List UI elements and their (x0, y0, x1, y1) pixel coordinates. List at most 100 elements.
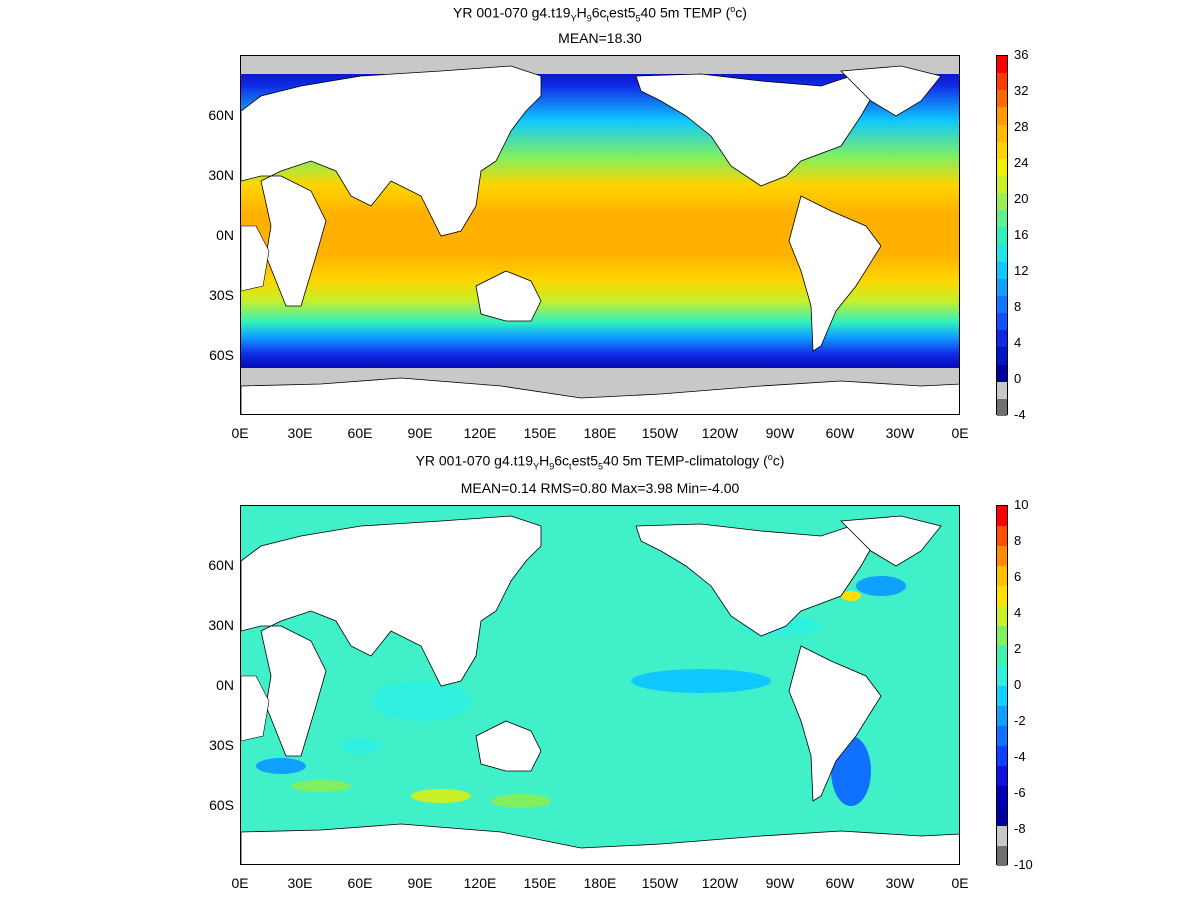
top-colorbar-segment (997, 56, 1007, 74)
bottom-colorbar-segment (997, 646, 1007, 666)
bottom-colorbar-segment (997, 786, 1007, 806)
bottom-lon-label: 30W (885, 875, 915, 891)
bottom-colorbar-segment (997, 606, 1007, 626)
top-lon-label: 90W (765, 425, 795, 441)
top-colorbar-segment (997, 381, 1007, 399)
top-colorbar (996, 55, 1008, 416)
bottom-colorbar-tick-label: 8 (1014, 533, 1022, 548)
top-lon-label: 60E (347, 425, 373, 441)
top-colorbar-segment (997, 175, 1007, 194)
bottom-lat-label: 30N (208, 617, 234, 633)
top-lat-label: 60N (208, 107, 234, 123)
top-colorbar-tick-label: 32 (1014, 83, 1029, 98)
bottom-colorbar-tick-label: 4 (1014, 605, 1022, 620)
top-colorbar-segment (997, 295, 1007, 314)
top-colorbar-segment (997, 158, 1007, 176)
bottom-colorbar-segment (997, 546, 1007, 566)
bottom-lon-label: 180E (583, 875, 617, 891)
top-colorbar-segment (997, 124, 1007, 142)
bottom-colorbar-segment (997, 586, 1007, 606)
top-map-subtitle: MEAN=18.30 (558, 30, 642, 46)
bottom-lat-label: 30S (209, 737, 234, 753)
bottom-colorbar-tick-label: -10 (1014, 857, 1033, 872)
top-colorbar-segment (997, 398, 1007, 416)
bottom-colorbar-segment (997, 846, 1007, 866)
bottom-colorbar-segment (997, 746, 1007, 766)
bottom-lon-label: 150W (641, 875, 679, 891)
bottom-colorbar-segment (997, 506, 1007, 526)
top-lon-label: 30W (885, 425, 915, 441)
bottom-colorbar-tick-label: -8 (1014, 821, 1026, 836)
bottom-lon-label: 90E (407, 875, 433, 891)
bottom-map-subtitle: MEAN=0.14 RMS=0.80 Max=3.98 Min=-4.00 (460, 480, 740, 496)
bottom-colorbar-segment (997, 706, 1007, 726)
bottom-lon-label: 120W (701, 875, 739, 891)
bottom-lon-label: 60E (347, 875, 373, 891)
top-colorbar-tick-label: 12 (1014, 263, 1029, 278)
top-colorbar-tick-label: -4 (1014, 407, 1026, 422)
bottom-colorbar-tick-label: -6 (1014, 785, 1026, 800)
bottom-lat-label: 0N (216, 677, 234, 693)
top-colorbar-tick-label: 0 (1014, 371, 1022, 386)
top-colorbar-segment (997, 364, 1007, 382)
top-colorbar-tick-label: 24 (1014, 155, 1029, 170)
bottom-colorbar-tick-label: 6 (1014, 569, 1022, 584)
bottom-lon-label: 60W (825, 875, 855, 891)
bottom-colorbar-tick-label: -4 (1014, 749, 1026, 764)
top-colorbar-segment (997, 261, 1007, 279)
top-lat-label: 0N (216, 227, 234, 243)
top-lat-label: 30N (208, 167, 234, 183)
top-lon-label: 60W (825, 425, 855, 441)
bottom-colorbar-tick-label: -2 (1014, 713, 1026, 728)
top-lon-label: 120W (701, 425, 739, 441)
top-colorbar-segment (997, 90, 1007, 108)
bottom-lon-label: 150E (523, 875, 557, 891)
top-colorbar-segment (997, 278, 1007, 296)
top-colorbar-segment (997, 347, 1007, 365)
top-colorbar-segment (997, 244, 1007, 262)
top-colorbar-tick-label: 20 (1014, 191, 1029, 206)
top-colorbar-tick-label: 4 (1014, 335, 1022, 350)
top-colorbar-segment (997, 107, 1007, 125)
bottom-colorbar (996, 505, 1008, 866)
top-lon-label: 120E (463, 425, 497, 441)
top-colorbar-tick-label: 28 (1014, 119, 1029, 134)
bottom-colorbar-tick-label: 10 (1014, 497, 1029, 512)
top-colorbar-segment (997, 313, 1007, 331)
bottom-colorbar-segment (997, 526, 1007, 546)
top-map-sst-panel (240, 55, 960, 415)
top-lon-label: 150E (523, 425, 557, 441)
top-map-title: YR 001-070 g4.t19YH96ctest5540 5m TEMP (… (453, 4, 747, 24)
bottom-colorbar-tick-label: 0 (1014, 677, 1022, 692)
top-colorbar-segment (997, 73, 1007, 91)
top-lon-label: 0E (231, 425, 249, 441)
bottom-lat-label: 60N (208, 557, 234, 573)
bottom-colorbar-segment (997, 666, 1007, 686)
top-colorbar-segment (997, 227, 1007, 245)
bottom-colorbar-segment (997, 686, 1007, 706)
top-map-canvas (241, 56, 959, 414)
bottom-lon-label: 120E (463, 875, 497, 891)
bottom-lon-label: 0E (951, 875, 969, 891)
bottom-lon-label: 30E (287, 875, 313, 891)
top-lon-label: 90E (407, 425, 433, 441)
bottom-colorbar-segment (997, 766, 1007, 786)
bottom-map-anomaly-panel (240, 505, 960, 865)
top-lon-label: 180E (583, 425, 617, 441)
top-colorbar-tick-label: 8 (1014, 299, 1022, 314)
top-lat-label: 60S (209, 347, 234, 363)
bottom-lon-label: 0E (231, 875, 249, 891)
bottom-colorbar-segment (997, 826, 1007, 846)
top-lat-label: 30S (209, 287, 234, 303)
bottom-colorbar-segment (997, 626, 1007, 646)
bottom-lat-label: 60S (209, 797, 234, 813)
top-colorbar-tick-label: 36 (1014, 47, 1029, 62)
bottom-lon-label: 90W (765, 875, 795, 891)
bottom-colorbar-segment (997, 726, 1007, 746)
bottom-map-title: YR 001-070 g4.t19YH96ctest5540 5m TEMP-c… (415, 452, 785, 472)
top-lon-label: 30E (287, 425, 313, 441)
top-colorbar-segment (997, 193, 1007, 211)
bottom-colorbar-segment (997, 566, 1007, 586)
top-colorbar-segment (997, 330, 1007, 348)
top-colorbar-segment (997, 210, 1007, 228)
